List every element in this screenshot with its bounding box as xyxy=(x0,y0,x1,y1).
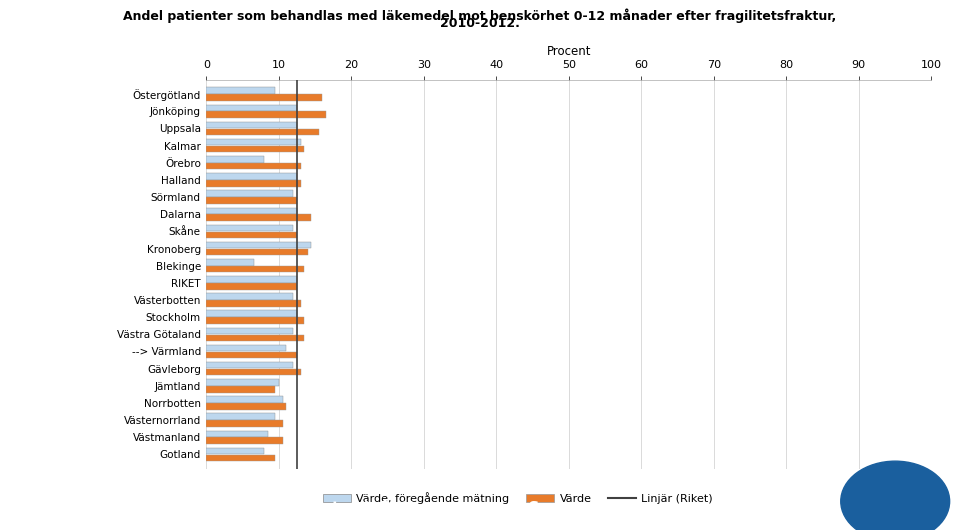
Bar xyxy=(206,455,276,461)
Bar xyxy=(206,328,294,334)
Bar xyxy=(206,300,300,307)
Bar xyxy=(206,437,282,444)
Bar xyxy=(206,430,268,437)
Bar xyxy=(206,129,319,135)
Bar xyxy=(206,104,297,111)
Bar xyxy=(206,448,264,454)
Text: Andel patienter som behandlas med läkemedel mot benskörhet 0-12 månader efter fr: Andel patienter som behandlas med läkeme… xyxy=(124,8,836,22)
Bar xyxy=(206,87,276,94)
Bar xyxy=(206,283,297,289)
Bar xyxy=(206,276,297,282)
Bar xyxy=(206,146,304,152)
Bar xyxy=(206,214,311,221)
Bar xyxy=(206,403,286,410)
Circle shape xyxy=(841,461,949,530)
Bar xyxy=(206,122,297,128)
Bar xyxy=(206,362,294,368)
Bar xyxy=(206,369,300,375)
Bar xyxy=(206,345,286,351)
Bar xyxy=(206,208,297,214)
Bar xyxy=(206,413,276,420)
Bar xyxy=(206,420,282,427)
Bar xyxy=(206,317,304,324)
Bar xyxy=(206,334,304,341)
Bar xyxy=(206,396,282,403)
Bar xyxy=(206,197,297,204)
Bar xyxy=(206,311,297,317)
Bar xyxy=(206,173,297,180)
Bar xyxy=(206,379,278,386)
Bar xyxy=(206,139,300,145)
Text: Källa: Läkemedelsregistret och Patientregistret, Socialstyrelsen: Källa: Läkemedelsregistret och Patientre… xyxy=(108,501,660,516)
Bar xyxy=(206,232,297,238)
X-axis label: Procent: Procent xyxy=(546,45,591,58)
Bar xyxy=(206,94,323,101)
Bar xyxy=(206,242,311,249)
Bar xyxy=(206,225,294,231)
Bar xyxy=(206,190,294,197)
Bar xyxy=(206,249,308,255)
Bar xyxy=(206,156,264,163)
Bar xyxy=(206,180,300,187)
Text: 2010-2012.: 2010-2012. xyxy=(440,17,520,30)
Bar xyxy=(206,266,304,272)
Bar xyxy=(206,293,294,300)
Bar xyxy=(206,163,300,170)
Bar xyxy=(206,386,276,393)
Bar xyxy=(206,111,326,118)
Bar xyxy=(206,352,297,358)
Legend: Värde, föregående mätning, Värde, Linjär (Riket): Värde, föregående mätning, Värde, Linjär… xyxy=(319,488,717,508)
Bar xyxy=(206,259,253,266)
